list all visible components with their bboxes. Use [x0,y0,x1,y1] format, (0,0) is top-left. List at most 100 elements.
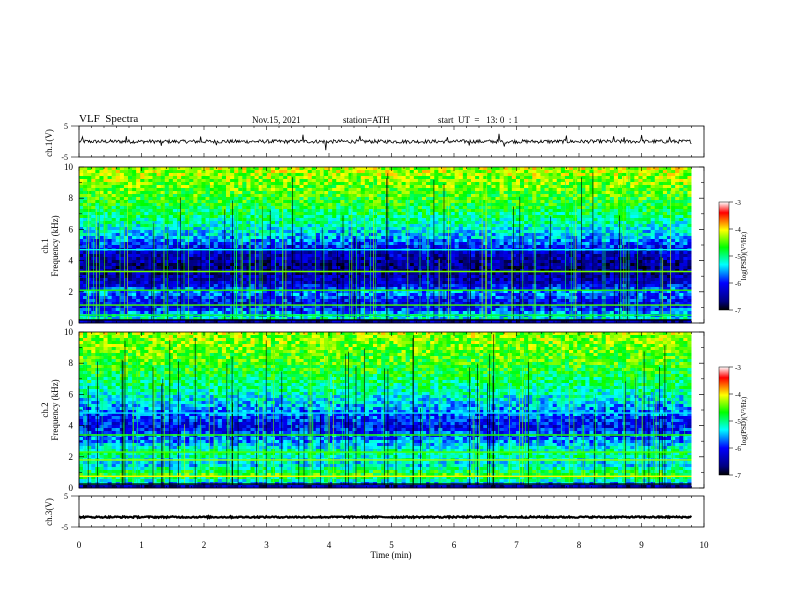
ch1-spectrogram-cell [246,200,251,204]
ch1-spectrogram-cell [181,188,186,192]
ch1-spectrogram-cell [642,242,647,246]
ch1-spectrogram-cell [352,221,357,225]
ch1-spectrogram-cell [679,242,684,246]
ch1-spectrogram-cell [344,203,349,207]
ch1-spectrogram-cell [654,206,660,210]
ch1-spectrogram-cell [597,203,602,207]
ch1-spectrogram-cell [409,221,415,225]
ch1-spectrogram-cell [536,185,541,189]
ch1-spectrogram-cell [99,257,104,261]
ch1-spectrogram-cell [687,224,692,228]
ch1-spectrogram-cell [654,254,660,258]
ch1-spectrogram-cell [283,185,288,189]
ch1-spectrogram-cell [307,227,313,231]
ch1-spectrogram-cell [287,236,292,240]
ch1-spectrogram-cell [303,206,308,210]
ch1-spectrogram-cell [242,200,247,204]
ch1-spectrogram-cell [177,245,182,249]
ch1-spectrogram-cell [226,233,231,237]
ch1-spectrogram-cell [107,224,112,228]
ch1-spectrogram-cell [630,209,635,213]
ch1-spectrogram-cell [609,203,615,207]
ch1-spectrogram-cell [79,260,84,264]
ch1-spectrogram-cell [185,236,190,240]
ch1-spectrogram-cell [613,221,619,225]
ch1-spectrogram-cell [287,224,292,228]
ch1-spectrogram-cell [609,197,615,201]
ch1-spectrogram-cell [434,206,439,210]
ch1-spectrogram-cell [675,260,680,264]
ch1-spectrogram-cell [262,209,268,213]
ch1-spectrogram-cell [324,230,329,234]
ch1-spectrogram-cell [569,206,574,210]
ch1-spectrogram-cell [123,179,129,183]
ch1-spectrogram-cell [226,200,231,204]
ch1-spectrogram-cell [217,200,223,204]
ch1-spectrogram-cell [540,215,545,219]
ch1-spectrogram-cell [393,191,398,195]
ch1-spectrogram-cell [638,182,643,186]
ch1-spectrogram-cell [352,188,357,192]
ch1-spectrogram-cell [279,185,284,189]
ch1-spectrogram-cell [132,206,137,210]
ch1-spectrogram-cell [283,233,288,237]
ch1-spectrogram-cell [283,224,288,228]
ch1-spectrogram-cell [524,173,529,177]
ch1-spectrogram-cell [172,191,178,195]
ch1-spectrogram-cell [332,263,337,267]
ch1-spectrogram-cell [491,215,496,219]
ch1-spectrogram-cell [667,188,672,192]
ch1-spectrogram-cell [638,260,643,264]
ch1-spectrogram-cell [344,254,349,258]
ch1-spectrogram-cell [201,215,206,219]
ch1-spectrogram-cell [581,233,586,237]
ch1-spectrogram-cell [193,242,198,246]
ch1-spectrogram-cell [593,209,598,213]
ch1-spectrogram-cell [393,170,398,174]
ch1-spectrogram-cell [450,251,455,255]
ch1-spectrogram-cell [667,167,672,171]
ch1-spectrogram-cell [95,251,100,255]
ch1-spectrogram-cell [679,251,684,255]
ch1-spectrogram-cell [348,227,353,231]
ch1-spectrogram-cell [515,176,521,180]
ch1-spectrogram-cell [626,257,631,261]
ch1-spectrogram-cell [189,200,194,204]
ch1-spectrogram-cell [495,254,500,258]
ch1-spectrogram-cell [242,197,247,201]
ch1-spectrogram-cell [401,203,406,207]
ch1-spectrogram-cell [221,236,227,240]
ch1-spectrogram-cell [307,254,313,258]
ch1-spectrogram-cell [91,194,96,198]
ch1-spectrogram-cell [303,170,308,174]
ch1-spectrogram-cell [630,197,635,201]
ch1-spectrogram-cell [389,221,394,225]
ch1-spectrogram-cell [148,176,153,180]
ch1-spectrogram-cell [389,230,394,234]
ch1-spectrogram-cell [217,185,223,189]
ch1-spectrogram-cell [201,233,206,237]
ch1-spectrogram-cell [503,167,509,171]
ch1-spectrogram-cell [201,221,206,225]
ch1-spectrogram-cell [291,239,296,243]
ch1-spectrogram-cell [552,185,558,189]
ch1-spectrogram-cell [499,245,504,249]
ch1-spectrogram-cell [144,188,149,192]
ch1-spectrogram-cell [230,188,235,192]
ch1-spectrogram-cell [79,224,84,228]
ch1-spectrogram-cell [650,215,656,219]
ch1-spectrogram-cell [258,194,264,198]
ch1-spectrogram-cell [462,212,468,216]
ch1-spectrogram-cell [430,194,435,198]
ch1-spectrogram-cell [377,182,382,186]
ch1-spectrogram-cell [295,254,300,258]
ch1-spectrogram-cell [507,188,513,192]
ch1-spectrogram-cell [356,239,362,243]
ch1-spectrogram-cell [515,197,521,201]
ch1-spectrogram-cell [295,233,300,237]
ch1-spectrogram-cell [344,170,349,174]
ch1-spectrogram-cell [499,227,504,231]
ch1-spectrogram-cell [667,200,672,204]
ch1-spectrogram-cell [503,218,509,222]
ch1-spectrogram-cell [340,242,345,246]
